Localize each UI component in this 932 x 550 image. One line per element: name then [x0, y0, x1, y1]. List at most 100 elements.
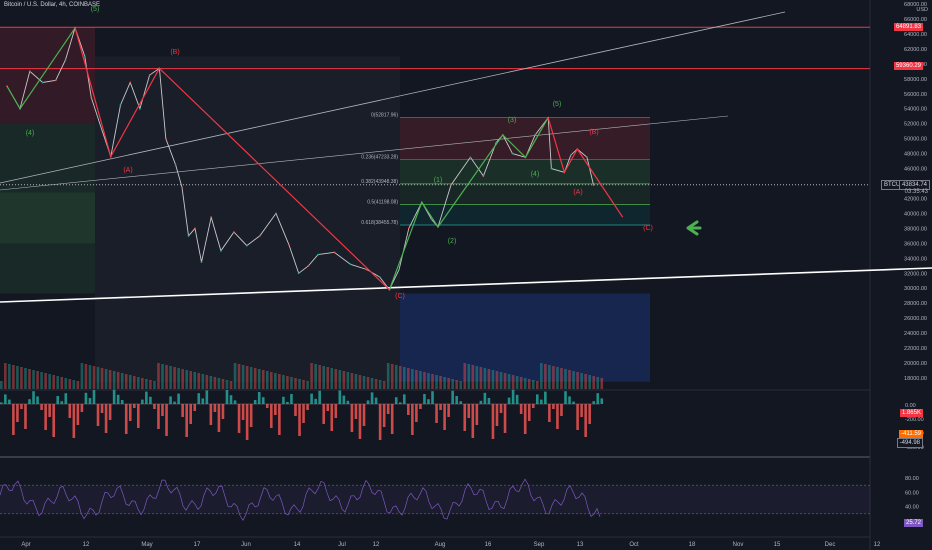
wave-label-7: (3)	[508, 117, 517, 124]
osc-bar	[354, 404, 358, 419]
osc-bar	[326, 404, 330, 411]
volume-bar	[96, 367, 100, 389]
osc-bar	[282, 396, 285, 404]
fib-zone-5-618	[400, 204, 650, 225]
osc-bar	[40, 404, 43, 410]
volume-bar	[495, 371, 499, 389]
osc-bar	[149, 396, 152, 404]
volume-bar	[205, 375, 209, 389]
volume-bar	[193, 372, 197, 389]
fib-label-3: 0.5(41198.08)	[367, 199, 398, 205]
osc-bar	[274, 404, 277, 415]
y-tick-label: 54000.00	[904, 107, 927, 113]
target-box	[400, 293, 650, 382]
price-point	[592, 184, 595, 186]
osc-bar	[523, 404, 527, 434]
osc-bar	[427, 399, 430, 404]
volume-bar	[132, 376, 136, 389]
fib-zone-236-382	[400, 159, 650, 184]
volume-bar	[535, 381, 539, 389]
price-point	[430, 218, 433, 221]
osc-bar	[24, 404, 27, 429]
volume-bar	[32, 370, 35, 389]
volume-bar	[60, 377, 64, 389]
osc-bar	[213, 404, 217, 412]
price-point	[258, 234, 261, 237]
osc-bar	[475, 404, 479, 425]
volume-bar	[76, 381, 80, 389]
osc-bar	[527, 404, 531, 421]
volume-bar	[173, 367, 176, 389]
volume-bar	[36, 371, 39, 389]
y-tick-label: 66000.00	[904, 17, 927, 23]
osc-bar	[4, 394, 7, 404]
y-tick-label: 48000.00	[904, 152, 927, 158]
y-tick-label: 24000.00	[904, 331, 927, 337]
osc-bar	[596, 393, 600, 404]
volume-bar	[0, 381, 3, 389]
volume-bar	[120, 373, 124, 389]
osc-bar	[120, 400, 124, 404]
volume-bar	[274, 373, 277, 389]
volume-bar	[229, 381, 233, 389]
osc-bar	[407, 404, 410, 415]
price-point	[41, 81, 44, 84]
osc-bar	[145, 391, 148, 404]
volume-bar	[487, 369, 491, 389]
fib-zone-0-236	[400, 117, 650, 160]
price-point	[569, 154, 572, 156]
x-tick-label: Aug	[435, 542, 446, 548]
osc-bar	[84, 392, 88, 404]
price-point	[83, 55, 86, 58]
volume-bar	[209, 376, 213, 389]
fib-label-4: 0.618(38455.78)	[361, 220, 398, 226]
osc-bar	[519, 404, 523, 414]
bg-zone-may	[95, 56, 400, 382]
price-point	[164, 137, 167, 140]
osc-bar	[12, 404, 15, 435]
price-point	[349, 263, 352, 266]
volume-bar	[346, 372, 350, 389]
osc-bar	[88, 398, 92, 404]
price-tag-red-second: 59360.29	[893, 62, 923, 70]
x-tick-label: Jun	[241, 542, 251, 548]
volume-bar	[451, 379, 454, 389]
wave-path-correction	[547, 117, 578, 174]
osc-bar	[487, 398, 491, 404]
price-point	[407, 227, 410, 230]
volume-bar	[572, 371, 575, 389]
volume-bar	[334, 369, 338, 389]
volume-bar	[153, 381, 156, 389]
volume-bar	[249, 367, 253, 389]
osc-bar	[108, 404, 112, 420]
volume-bar	[386, 363, 390, 389]
x-tick-label: 15	[774, 542, 781, 548]
osc-bar	[265, 404, 269, 408]
x-tick-label: 14	[294, 542, 301, 548]
volume-bar	[137, 377, 140, 389]
x-tick-label: May	[141, 542, 152, 548]
volume-bar	[52, 375, 55, 389]
osc-bar	[552, 404, 555, 409]
currency-label: USD	[916, 7, 928, 13]
rsi-tick-label: 40.00	[905, 505, 919, 511]
osc-bar	[48, 404, 51, 417]
osc-tick-label: -600.00	[905, 445, 924, 451]
wave-label-8: (4)	[531, 171, 540, 178]
y-tick-label: 50000.00	[904, 137, 927, 143]
volume-bar	[326, 367, 330, 389]
volume-bar	[398, 366, 402, 389]
wave-label-9: (5)	[553, 101, 562, 108]
last-price-countdown: 03:35:43	[904, 189, 928, 195]
osc-bar	[370, 392, 374, 404]
volume-tag: 1.865K	[899, 409, 923, 417]
volume-bar	[161, 364, 164, 389]
y-tick-label: 20000.00	[904, 361, 927, 367]
volume-bar	[24, 368, 27, 389]
fib-zone-382-5	[400, 183, 650, 205]
osc-bar	[8, 399, 11, 404]
volume-bar	[455, 380, 458, 389]
osc-bar	[100, 404, 104, 413]
volume-bar	[72, 380, 76, 389]
